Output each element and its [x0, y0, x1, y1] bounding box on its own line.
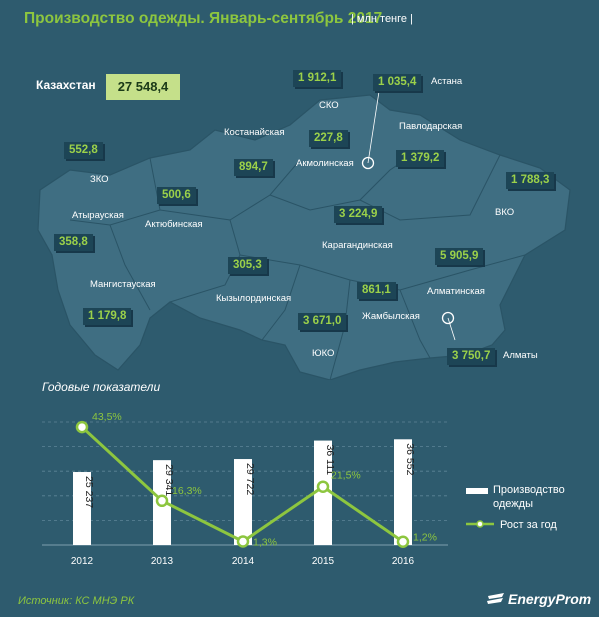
growth-point-2012: [75, 420, 89, 434]
region-value-zhambyl: 861,1: [357, 282, 396, 299]
region-name-almaty-obl: Алматинская: [427, 286, 485, 297]
x-tick-2016: 2016: [392, 556, 415, 567]
bar-2012: [73, 472, 91, 545]
bar-label-2013: 29 341: [163, 464, 175, 496]
source-note: Источник: КС МНЭ РК: [18, 595, 135, 607]
region-name-sko: СКО: [319, 100, 339, 111]
region-value-mangystau: 1 179,8: [83, 308, 132, 325]
x-tick-2015: 2015: [312, 556, 335, 567]
bar-label-2014: 29 722: [244, 463, 256, 495]
x-tick-2012: 2012: [71, 556, 94, 567]
region-name-uko: ЮКО: [312, 348, 335, 359]
region-value-almaty-obl: 5 905,9: [435, 248, 484, 265]
region-value-aktobe: 500,6: [157, 187, 196, 204]
growth-label-2012: 43,5%: [92, 411, 122, 423]
region-name-karaganda: Карагандинская: [322, 240, 393, 251]
bar-2016: [394, 439, 412, 545]
section-title: Годовые показатели: [42, 380, 161, 394]
brand-name: EnergyProm: [508, 591, 592, 607]
region-name-astana: Астана: [431, 76, 463, 87]
energyprom-logo-icon: [487, 593, 504, 604]
region-name-akmola: Акмолинская: [296, 158, 354, 169]
x-tick-2014: 2014: [232, 556, 255, 567]
region-name-vko: ВКО: [495, 207, 515, 218]
growth-label-2013: 16,3%: [172, 485, 202, 497]
region-value-karaganda: 3 224,9: [334, 206, 383, 223]
region-value-astana: 1 035,4: [373, 74, 422, 91]
region-name-zko: ЗКО: [90, 174, 109, 185]
bar-label-2015: 36 111: [324, 445, 336, 476]
growth-point-2015: [316, 480, 330, 493]
region-name-kostanay: Костанайская: [224, 127, 285, 138]
legend-production-label: Производство одежды: [493, 484, 565, 510]
region-value-atyrau: 358,8: [54, 234, 93, 251]
legend-production-swatch: [466, 488, 488, 494]
annual-chart: 25 237 29 341 29 722 36 111 36 552 2012 2013 20…: [42, 411, 448, 567]
legend-growth-swatch: [466, 520, 494, 528]
x-tick-2013: 2013: [151, 556, 174, 567]
region-name-pavlodar: Павлодарская: [399, 121, 463, 132]
almaty-marker: [441, 311, 455, 325]
region-value-sko: 1 912,1: [293, 70, 342, 87]
region-name-atyrau: Атырауская: [72, 210, 124, 221]
region-value-almaty: 3 750,7: [447, 348, 496, 365]
growth-point-2016: [396, 535, 410, 548]
growth-label-2016: 1,2%: [413, 532, 437, 544]
bar-2014: [234, 459, 252, 545]
region-value-akmola: 227,8: [309, 130, 348, 147]
region-value-kyzylorda: 305,3: [228, 257, 267, 274]
region-value-kostanay: 894,7: [234, 159, 273, 176]
header: Производство одежды. Январь-сентябрь 201…: [0, 0, 599, 40]
growth-point-2013: [155, 494, 169, 508]
legend-growth-label: Рост за год: [500, 519, 557, 531]
total-value: 27 548,4: [106, 74, 180, 100]
region-name-zhambyl: Жамбылская: [362, 311, 420, 322]
region-value-zko: 552,8: [64, 142, 103, 159]
growth-label-2014: 1,3%: [253, 536, 277, 548]
region-name-mangystau: Мангистауская: [90, 279, 156, 290]
bar-label-2012: 25 237: [83, 476, 95, 508]
region-name-aktobe: Актюбинская: [145, 219, 203, 230]
unit-label: | млн тенге |: [351, 13, 413, 25]
bar-label-2016: 36 552: [404, 443, 416, 475]
astana-marker: [361, 156, 375, 170]
map-shape: [37, 94, 571, 380]
region-value-pavlodar: 1 379,2: [396, 150, 445, 167]
growth-point-2014: [236, 535, 250, 548]
region-name-almaty: Алматы: [503, 350, 538, 361]
growth-label-2015: 21,5%: [331, 470, 361, 482]
page-title: Производство одежды. Январь-сентябрь 201…: [24, 10, 383, 27]
region-value-uko: 3 671,0: [298, 313, 347, 330]
region-value-vko: 1 788,3: [506, 172, 555, 189]
total-label: Казахстан: [36, 78, 96, 92]
region-name-kyzylorda: Кызылординская: [216, 293, 292, 304]
